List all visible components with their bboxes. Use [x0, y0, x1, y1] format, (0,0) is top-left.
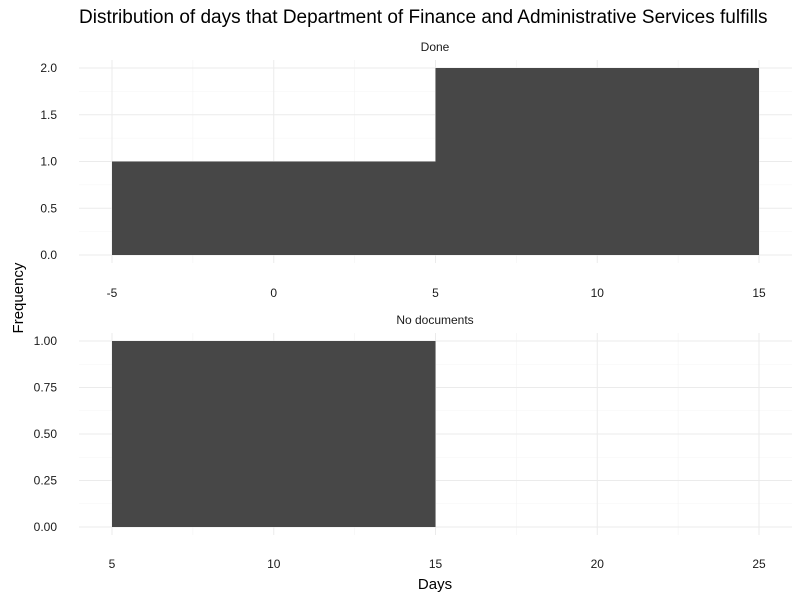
y-tick-label: 0.75	[34, 381, 58, 395]
y-tick-label: 1.0	[40, 155, 57, 169]
y-tick-label: 0.0	[40, 248, 57, 262]
y-tick-label: 1.5	[40, 108, 57, 122]
facet-strip-label: Done	[421, 40, 450, 54]
facet-panel-1: No documents 5 10 15 20 25 0.00 0.25 0.50 0.75 1.0…	[34, 313, 792, 571]
x-tick-label: 0	[270, 286, 277, 300]
x-tick-label: 10	[591, 286, 605, 300]
x-tick-label: 20	[591, 557, 605, 571]
y-tick-label: 0.25	[34, 474, 58, 488]
x-tick-label: 15	[429, 557, 443, 571]
facet-panels: Done -5 0 5 10 15 0.0 0.5 1.0 1.5 2.0 No documents 5…	[34, 40, 792, 571]
facet-panel-0: Done -5 0 5 10 15 0.0 0.5 1.0 1.5 2.0	[40, 40, 792, 300]
y-tick-label: 0.50	[34, 427, 58, 441]
x-tick-label: 5	[109, 557, 116, 571]
histogram-bar	[112, 341, 436, 527]
histogram-bar	[112, 161, 436, 255]
y-tick-label: 1.00	[34, 334, 58, 348]
x-tick-label: -5	[107, 286, 118, 300]
chart-title: Distribution of days that Department of …	[79, 7, 768, 28]
y-axis-title: Frequency	[10, 262, 27, 333]
x-tick-label: 10	[267, 557, 281, 571]
y-tick-label: 0.00	[34, 520, 58, 534]
x-tick-label: 15	[752, 286, 766, 300]
y-tick-label: 2.0	[40, 61, 57, 75]
x-tick-label: 5	[432, 286, 439, 300]
x-axis-title: Days	[418, 576, 452, 593]
histogram-bar	[435, 68, 759, 255]
y-tick-label: 0.5	[40, 201, 57, 215]
facet-strip-label: No documents	[396, 313, 473, 327]
x-tick-label: 25	[752, 557, 766, 571]
